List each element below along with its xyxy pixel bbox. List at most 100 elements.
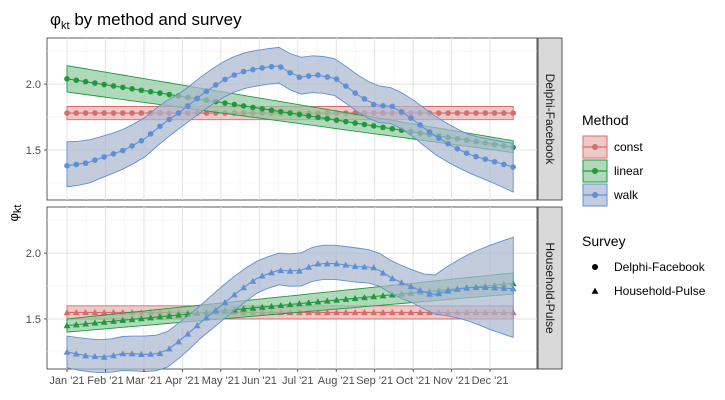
point-const [361,308,368,316]
point-linear [305,113,312,119]
point-walk [222,76,228,83]
point-linear [389,125,396,132]
point-const [100,308,108,316]
point-walk [110,150,117,157]
point-const [501,110,507,116]
point-const [463,110,470,116]
point-walk [500,284,508,291]
strip-background [537,37,563,201]
point-walk [119,147,126,154]
point-walk [101,154,107,160]
point-walk [398,108,405,115]
strip-label-household-pulse: Household-Pulse [543,242,557,334]
point-linear [166,91,173,98]
point-linear [165,312,173,319]
point-walk [166,116,173,123]
point-const [92,110,98,116]
point-linear [305,299,313,306]
point-linear [258,303,266,310]
point-walk [482,156,489,162]
x-tick-label: Oct '21 [396,375,431,387]
y-axis-title: φkt [6,205,24,222]
point-linear [351,294,359,302]
point-linear [342,295,350,302]
point-walk [333,76,340,82]
point-walk [305,73,312,79]
legend-key-point [592,192,598,198]
point-linear [370,123,377,129]
point-walk [287,69,293,76]
x-tick-label: Apr '21 [165,375,200,387]
point-const [314,308,322,316]
point-linear [259,105,265,112]
point-const [305,308,313,316]
point-walk [380,102,386,109]
point-linear [277,301,285,309]
point-walk [435,135,442,141]
point-walk [388,275,396,282]
point-linear [343,118,349,125]
point-walk [203,88,210,95]
x-axis: Jan '21 Feb '21 Mar '21 Apr '21 May '21 Jun '… [49,369,509,387]
point-walk [129,143,135,149]
point-linear [110,317,117,324]
point-linear [100,318,108,325]
point-walk [193,322,201,329]
point-walk [352,90,358,96]
point-const [72,308,80,316]
point-walk [398,279,406,286]
legend-survey: Survey Delphi-Facebook Household-Pulse [582,233,706,298]
point-walk [82,352,89,359]
point-linear [138,87,145,94]
point-const [91,308,99,316]
point-walk [323,260,331,267]
x-tick-label: Mar '21 [126,375,162,387]
point-linear [296,111,303,118]
point-const [73,110,80,116]
legend-label-linear: linear [614,164,643,178]
point-walk [147,131,154,137]
point-walk [277,64,284,70]
legend-survey-keys: Delphi-Facebook Household-Pulse [591,260,706,298]
point-const [351,308,359,316]
y-tick-label: 1.5 [26,314,41,326]
point-walk [72,350,80,357]
point-const [333,308,340,316]
legend-shape-triangle [591,287,599,294]
point-linear [380,124,386,131]
point-linear [250,104,256,111]
point-linear [277,108,284,115]
point-linear [147,88,154,95]
point-linear [92,80,98,86]
point-walk [491,284,498,291]
x-tick-label: Feb '21 [87,375,123,387]
legend-survey-title: Survey [582,233,626,249]
strip-background [537,206,563,370]
point-walk [342,261,350,268]
point-const [482,110,489,116]
y-tick-label: 1.5 [26,145,41,157]
point-linear [231,101,238,108]
panel-marks [64,46,516,193]
point-walk [370,101,377,108]
point-walk [343,83,349,89]
point-linear [119,316,127,323]
legend-key-point [592,144,598,150]
point-linear [128,315,136,323]
point-walk [314,260,322,267]
point-walk [351,262,359,269]
point-walk [472,283,480,291]
point-linear [119,84,126,91]
ylabel-subscript: kt [12,205,24,214]
point-walk [194,95,200,102]
point-walk [250,66,256,73]
chart-title: φkt by method and survey [50,10,242,32]
point-walk [184,330,192,337]
point-walk [463,150,470,157]
point-walk [501,161,507,168]
point-walk [212,82,219,88]
point-walk [324,74,331,80]
title-symbol: φ [50,10,61,29]
point-walk [137,350,145,358]
